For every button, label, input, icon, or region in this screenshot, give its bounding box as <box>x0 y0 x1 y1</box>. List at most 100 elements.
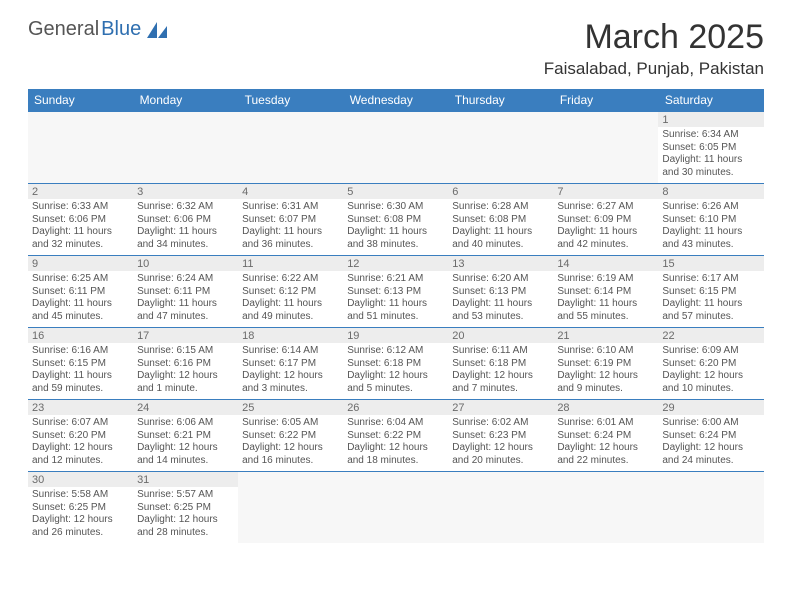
daylight-line-2: and 28 minutes. <box>137 527 234 540</box>
day-number: 8 <box>658 184 763 199</box>
day-number: 16 <box>28 328 133 343</box>
sunset-line: Sunset: 6:19 PM <box>557 358 654 371</box>
day-cell: 9Sunrise: 6:25 AMSunset: 6:11 PMDaylight… <box>28 256 133 328</box>
sunrise-line: Sunrise: 6:27 AM <box>557 201 654 214</box>
day-cell <box>343 472 448 544</box>
day-cell: 15Sunrise: 6:17 AMSunset: 6:15 PMDayligh… <box>658 256 763 328</box>
sunrise-line: Sunrise: 6:04 AM <box>347 417 444 430</box>
daylight-line-1: Daylight: 12 hours <box>662 442 759 455</box>
daylight-line-1: Daylight: 12 hours <box>662 370 759 383</box>
sunset-line: Sunset: 6:16 PM <box>137 358 234 371</box>
daylight-line-2: and 24 minutes. <box>662 455 759 468</box>
day-cell: 16Sunrise: 6:16 AMSunset: 6:15 PMDayligh… <box>28 328 133 400</box>
daylight-line-2: and 20 minutes. <box>452 455 549 468</box>
day-number: 25 <box>238 400 343 415</box>
day-cell <box>553 112 658 184</box>
daylight-line-2: and 49 minutes. <box>242 311 339 324</box>
sunrise-line: Sunrise: 6:24 AM <box>137 273 234 286</box>
day-cell <box>133 112 238 184</box>
day-cell: 18Sunrise: 6:14 AMSunset: 6:17 PMDayligh… <box>238 328 343 400</box>
day-number: 3 <box>133 184 238 199</box>
daylight-line-2: and 53 minutes. <box>452 311 549 324</box>
day-cell <box>658 472 763 544</box>
week-row: 23Sunrise: 6:07 AMSunset: 6:20 PMDayligh… <box>28 400 764 472</box>
day-number: 17 <box>133 328 238 343</box>
sunrise-line: Sunrise: 5:58 AM <box>32 489 129 502</box>
sunset-line: Sunset: 6:06 PM <box>137 214 234 227</box>
sunset-line: Sunset: 6:22 PM <box>347 430 444 443</box>
day-cell: 14Sunrise: 6:19 AMSunset: 6:14 PMDayligh… <box>553 256 658 328</box>
day-number: 7 <box>553 184 658 199</box>
weekday-friday: Friday <box>553 89 658 112</box>
header: General Blue March 2025 Faisalabad, Punj… <box>28 18 764 79</box>
week-row: 1Sunrise: 6:34 AMSunset: 6:05 PMDaylight… <box>28 112 764 184</box>
daylight-line-1: Daylight: 12 hours <box>557 442 654 455</box>
day-number: 10 <box>133 256 238 271</box>
day-cell: 17 Sunrise: 6:15 AMSunset: 6:16 PMDayligh… <box>133 328 238 400</box>
day-number: 4 <box>238 184 343 199</box>
daylight-line-1: Daylight: 11 hours <box>137 226 234 239</box>
day-cell: 4 Sunrise: 6:31 AMSunset: 6:07 PMDaylight… <box>238 184 343 256</box>
week-row: 9Sunrise: 6:25 AMSunset: 6:11 PMDaylight… <box>28 256 764 328</box>
daylight-line-2: and 57 minutes. <box>662 311 759 324</box>
page-title: March 2025 <box>544 18 764 57</box>
day-number: 11 <box>238 256 343 271</box>
day-number: 23 <box>28 400 133 415</box>
day-cell: 20Sunrise: 6:11 AMSunset: 6:18 PMDayligh… <box>448 328 553 400</box>
sunset-line: Sunset: 6:12 PM <box>242 286 339 299</box>
day-cell: 5Sunrise: 6:30 AMSunset: 6:08 PMDaylight… <box>343 184 448 256</box>
sunrise-line: Sunrise: 6:31 AM <box>242 201 339 214</box>
sunrise-line: Sunrise: 6:02 AM <box>452 417 549 430</box>
daylight-line-2: and 1 minute. <box>137 383 234 396</box>
daylight-line-1: Daylight: 11 hours <box>557 298 654 311</box>
daylight-line-2: and 10 minutes. <box>662 383 759 396</box>
day-cell: 29Sunrise: 6:00 AMSunset: 6:24 PMDayligh… <box>658 400 763 472</box>
weekday-tuesday: Tuesday <box>238 89 343 112</box>
day-number: 29 <box>658 400 763 415</box>
sunset-line: Sunset: 6:23 PM <box>452 430 549 443</box>
weekday-monday: Monday <box>133 89 238 112</box>
daylight-line-2: and 18 minutes. <box>347 455 444 468</box>
sunset-line: Sunset: 6:05 PM <box>662 142 759 155</box>
sunrise-line: Sunrise: 6:30 AM <box>347 201 444 214</box>
week-row: 2Sunrise: 6:33 AMSunset: 6:06 PMDaylight… <box>28 184 764 256</box>
sunrise-line: Sunrise: 5:57 AM <box>137 489 234 502</box>
day-cell <box>343 112 448 184</box>
daylight-line-1: Daylight: 11 hours <box>242 298 339 311</box>
daylight-line-1: Daylight: 12 hours <box>557 370 654 383</box>
sunrise-line: Sunrise: 6:15 AM <box>137 345 234 358</box>
daylight-line-2: and 9 minutes. <box>557 383 654 396</box>
sunset-line: Sunset: 6:14 PM <box>557 286 654 299</box>
title-block: March 2025 Faisalabad, Punjab, Pakistan <box>544 18 764 79</box>
logo: General Blue <box>28 18 169 41</box>
daylight-line-2: and 30 minutes. <box>662 167 759 180</box>
daylight-line-1: Daylight: 12 hours <box>137 442 234 455</box>
sunrise-line: Sunrise: 6:21 AM <box>347 273 444 286</box>
day-cell: 10Sunrise: 6:24 AMSunset: 6:11 PMDayligh… <box>133 256 238 328</box>
sunset-line: Sunset: 6:24 PM <box>557 430 654 443</box>
day-cell: 28Sunrise: 6:01 AMSunset: 6:24 PMDayligh… <box>553 400 658 472</box>
day-number: 2 <box>28 184 133 199</box>
location-subtitle: Faisalabad, Punjab, Pakistan <box>544 59 764 79</box>
day-number: 15 <box>658 256 763 271</box>
day-cell: 23Sunrise: 6:07 AMSunset: 6:20 PMDayligh… <box>28 400 133 472</box>
daylight-line-1: Daylight: 11 hours <box>242 226 339 239</box>
daylight-line-1: Daylight: 11 hours <box>137 298 234 311</box>
sunrise-line: Sunrise: 6:34 AM <box>662 129 759 142</box>
day-cell <box>553 472 658 544</box>
daylight-line-2: and 12 minutes. <box>32 455 129 468</box>
sunrise-line: Sunrise: 6:28 AM <box>452 201 549 214</box>
daylight-line-1: Daylight: 12 hours <box>242 370 339 383</box>
daylight-line-2: and 55 minutes. <box>557 311 654 324</box>
sunset-line: Sunset: 6:07 PM <box>242 214 339 227</box>
weekday-sunday: Sunday <box>28 89 133 112</box>
daylight-line-2: and 40 minutes. <box>452 239 549 252</box>
daylight-line-2: and 26 minutes. <box>32 527 129 540</box>
daylight-line-1: Daylight: 11 hours <box>557 226 654 239</box>
daylight-line-2: and 42 minutes. <box>557 239 654 252</box>
daylight-line-1: Daylight: 11 hours <box>662 298 759 311</box>
week-row: 16Sunrise: 6:16 AMSunset: 6:15 PMDayligh… <box>28 328 764 400</box>
day-cell: 11Sunrise: 6:22 AMSunset: 6:12 PMDayligh… <box>238 256 343 328</box>
daylight-line-1: Daylight: 12 hours <box>137 370 234 383</box>
day-number: 28 <box>553 400 658 415</box>
